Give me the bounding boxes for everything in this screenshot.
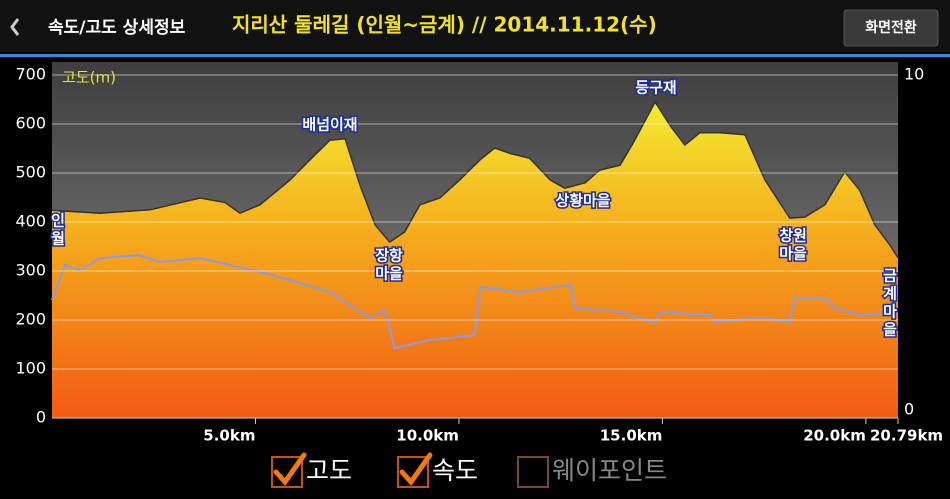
place-label: 창원: [779, 227, 807, 245]
legend-checkbox[interactable]: [397, 456, 429, 488]
elevation-area: [52, 102, 898, 418]
place-label: 금: [883, 267, 897, 285]
legend-label: 웨이포인트: [552, 456, 667, 485]
x-tick-label: 20.79km: [870, 427, 943, 445]
y-tick-label: 200: [15, 310, 46, 329]
x-tick-label: 15.0km: [600, 427, 663, 445]
place-label: 인: [51, 212, 65, 230]
legend: 고도 속도 웨이포인트: [271, 452, 667, 488]
place-label: 상황마을: [555, 192, 610, 210]
header-subtitle: 지리산 둘레길 (인월~금계) // 2014.11.12(수): [232, 13, 657, 37]
y2-tick-label: 0: [904, 400, 914, 419]
header-bar: [0, 0, 950, 52]
place-label: 등구재: [635, 79, 676, 97]
y2-tick-label: 10: [904, 65, 924, 84]
legend-label: 속도: [432, 456, 478, 485]
place-label: 을: [883, 321, 897, 339]
legend-check: [273, 452, 307, 487]
elevation-outline: [51, 100, 899, 259]
y-tick-label: 400: [15, 212, 46, 231]
place-label: 장항: [375, 247, 403, 265]
legend-checkbox[interactable]: [517, 456, 549, 488]
place-label: 계: [883, 285, 897, 303]
y-tick-label: 500: [15, 163, 46, 182]
header-title: 속도/고도 상세정보: [48, 18, 186, 38]
header-divider: [0, 54, 950, 57]
y-tick-label: 100: [15, 359, 46, 378]
switch-button[interactable]: [843, 9, 939, 47]
place-label: 배넘이재: [302, 116, 357, 134]
switch-button-label[interactable]: 화면전환: [865, 19, 917, 36]
place-label: 마을: [779, 245, 807, 263]
place-label: 월: [51, 230, 65, 248]
legend-checkbox[interactable]: [271, 456, 303, 488]
place-label: 마을: [375, 265, 403, 283]
x-tick-label: 10.0km: [396, 427, 459, 445]
x-tick-label: 20.0km: [803, 427, 866, 445]
y-tick-label: 700: [15, 65, 46, 84]
speed-line: [51, 254, 899, 350]
y-tick-label: 300: [15, 261, 46, 280]
y-tick-label: 600: [15, 114, 46, 133]
back-icon[interactable]: [10, 18, 20, 36]
x-tick-label: 5.0km: [203, 427, 255, 445]
y-tick-label: 0: [36, 408, 46, 427]
legend-label: 고도: [306, 456, 352, 485]
place-label: 마: [883, 303, 897, 321]
y-axis-label: 고도(m): [62, 69, 116, 87]
legend-check: [399, 452, 433, 487]
